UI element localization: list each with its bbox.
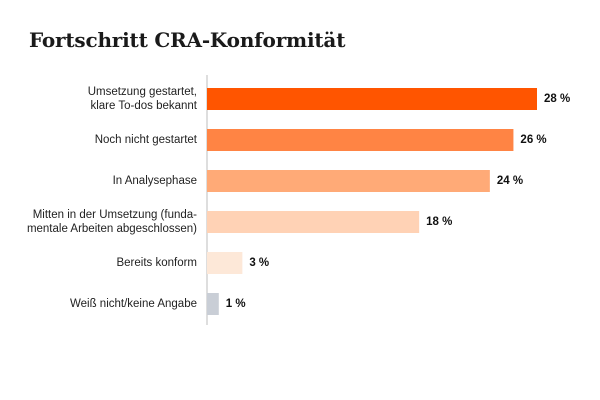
value-label-0: 28 % (544, 93, 570, 105)
category-label-2: In Analysephase (113, 175, 197, 187)
value-label-2: 24 % (497, 175, 523, 187)
bar-0 (207, 88, 537, 110)
category-label-3-line-0: Mitten in der Umsetzung (funda- (33, 209, 197, 221)
category-label-1: Noch nicht gestartet (95, 134, 198, 146)
value-label-4: 3 % (249, 257, 269, 269)
bar-3 (207, 211, 420, 233)
bar-1 (207, 129, 514, 151)
bar-4 (207, 252, 243, 274)
category-label-4: Bereits konform (116, 257, 197, 269)
chart-title: Fortschritt CRA-Konformität (29, 28, 346, 52)
value-label-5: 1 % (226, 298, 246, 310)
category-label-0-line-1: klare To-dos bekannt (90, 100, 197, 112)
value-label-1: 26 % (520, 134, 546, 146)
bars-group: Umsetzung gestartet, klare To-dos bekannt… (27, 86, 570, 315)
value-label-3: 18 % (426, 216, 452, 228)
category-label-3-line-1: mentale Arbeiten abgeschlossen) (27, 223, 197, 235)
bar-5 (207, 293, 219, 315)
category-label-0-line-0: Umsetzung gestartet, (88, 86, 197, 98)
bar-2 (207, 170, 490, 192)
category-label-5: Weiß nicht/keine Angabe (70, 298, 197, 310)
